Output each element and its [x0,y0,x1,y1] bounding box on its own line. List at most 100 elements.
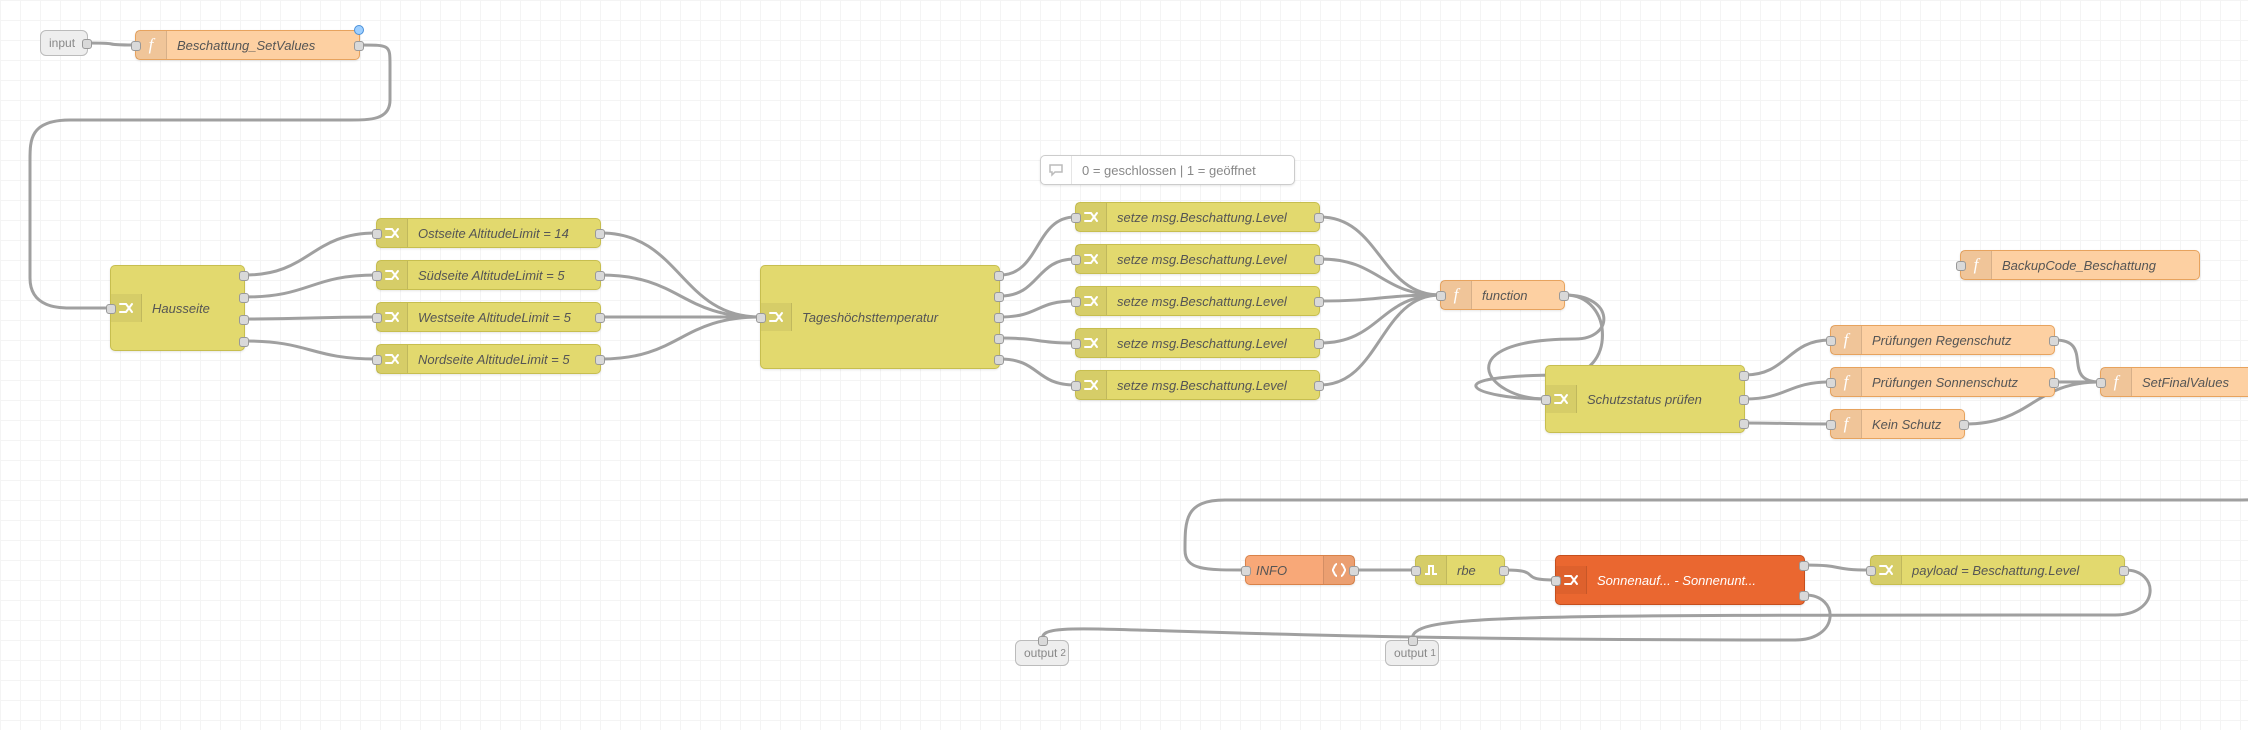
input-port[interactable] [106,304,116,314]
output-port[interactable] [1314,213,1324,223]
input-port[interactable] [1541,395,1551,405]
output-port[interactable] [2049,378,2059,388]
input-port[interactable] [1071,213,1081,223]
input-port[interactable] [1826,378,1836,388]
input-port[interactable] [372,229,382,239]
wire [245,341,376,359]
output-port[interactable] [1799,561,1809,571]
node-sued[interactable]: Südseite AltitudeLimit = 5 [376,260,601,290]
input-port[interactable] [131,41,141,51]
node-payload[interactable]: payload = Beschattung.Level [1870,555,2125,585]
output-port[interactable] [994,313,1004,323]
output-port[interactable] [994,292,1004,302]
input-port[interactable] [1071,297,1081,307]
node-set4[interactable]: setze msg.Beschattung.Level [1075,328,1320,358]
output-port[interactable] [994,271,1004,281]
output-port[interactable] [1314,339,1324,349]
input-port[interactable] [1411,566,1421,576]
output-port[interactable] [595,313,605,323]
wire [2055,340,2100,382]
node-info[interactable]: INFO [1245,555,1355,585]
node-set3[interactable]: setze msg.Beschattung.Level [1075,286,1320,316]
output-port[interactable] [595,229,605,239]
wire-layer [0,0,2248,730]
input-port[interactable] [1241,566,1251,576]
comment-node[interactable]: 0 = geschlossen | 1 = geöffnet [1040,155,1295,185]
wire [1320,217,1440,295]
input-port[interactable] [372,355,382,365]
node-final[interactable]: fSetFinalValues [2100,367,2248,397]
output-port[interactable] [1739,395,1749,405]
node-set2[interactable]: setze msg.Beschattung.Level [1075,244,1320,274]
output-port[interactable] [1314,297,1324,307]
input-port[interactable] [2096,378,2106,388]
changed-indicator-dot [354,25,364,35]
output-port[interactable] [1349,566,1359,576]
node-set5[interactable]: setze msg.Beschattung.Level [1075,370,1320,400]
io-port[interactable] [1038,636,1048,646]
input-port[interactable] [1826,336,1836,346]
output-port[interactable] [994,334,1004,344]
node-tages[interactable]: Tageshöchsttemperatur [760,265,1000,369]
node-label: setze msg.Beschattung.Level [1107,210,1319,225]
wire [1000,338,1075,343]
output-port[interactable] [595,355,605,365]
node-setvalues[interactable]: fBeschattung_SetValues [135,30,360,60]
input-port[interactable] [372,313,382,323]
output-port[interactable] [994,355,1004,365]
node-label: Hausseite [142,301,244,316]
node-sonnen[interactable]: fPrüfungen Sonnenschutz [1830,367,2055,397]
node-backup[interactable]: fBackupCode_Beschattung [1960,250,2200,280]
input-port[interactable] [1551,576,1561,586]
input-port[interactable] [756,313,766,323]
input-port[interactable] [1436,291,1446,301]
node-label: setze msg.Beschattung.Level [1107,294,1319,309]
wire [1505,570,1555,580]
node-label: Südseite AltitudeLimit = 5 [408,268,600,283]
output-port[interactable] [239,337,249,347]
io-output1[interactable]: output1 [1385,640,1439,666]
output-port[interactable] [595,271,605,281]
output-port[interactable] [1314,255,1324,265]
io-input[interactable]: input [40,30,88,56]
wire [1000,301,1075,317]
output-port[interactable] [239,315,249,325]
output-port[interactable] [1559,291,1569,301]
node-west[interactable]: Westseite AltitudeLimit = 5 [376,302,601,332]
node-label: SetFinalValues [2132,375,2248,390]
output-port[interactable] [1739,419,1749,429]
input-port[interactable] [1071,255,1081,265]
input-port[interactable] [372,271,382,281]
output-port[interactable] [1739,371,1749,381]
output-port[interactable] [1499,566,1509,576]
output-port[interactable] [239,293,249,303]
input-port[interactable] [1071,339,1081,349]
node-nord[interactable]: Nordseite AltitudeLimit = 5 [376,344,601,374]
node-regen[interactable]: fPrüfungen Regenschutz [1830,325,2055,355]
input-port[interactable] [1071,381,1081,391]
output-port[interactable] [2119,566,2129,576]
wire [1320,295,1440,343]
node-schutz[interactable]: Schutzstatus prüfen [1545,365,1745,433]
node-hausseite[interactable]: Hausseite [110,265,245,351]
output-port[interactable] [239,271,249,281]
node-set1[interactable]: setze msg.Beschattung.Level [1075,202,1320,232]
node-kein[interactable]: fKein Schutz [1830,409,1965,439]
node-rbe[interactable]: rbe [1415,555,1505,585]
output-port[interactable] [2049,336,2059,346]
input-port[interactable] [1956,261,1966,271]
node-func[interactable]: ffunction [1440,280,1565,310]
output-port[interactable] [1799,591,1809,601]
node-timer[interactable]: Sonnenauf... - Sonnenunt... [1555,555,1805,605]
io-output2[interactable]: output2 [1015,640,1069,666]
wire [1000,217,1075,275]
io-port[interactable] [1408,636,1418,646]
io-port[interactable] [82,39,92,49]
node-ost[interactable]: Ostseite AltitudeLimit = 14 [376,218,601,248]
output-port[interactable] [1314,381,1324,391]
output-port[interactable] [354,41,364,51]
input-port[interactable] [1866,566,1876,576]
input-port[interactable] [1826,420,1836,430]
output-port[interactable] [1959,420,1969,430]
node-label: setze msg.Beschattung.Level [1107,378,1319,393]
